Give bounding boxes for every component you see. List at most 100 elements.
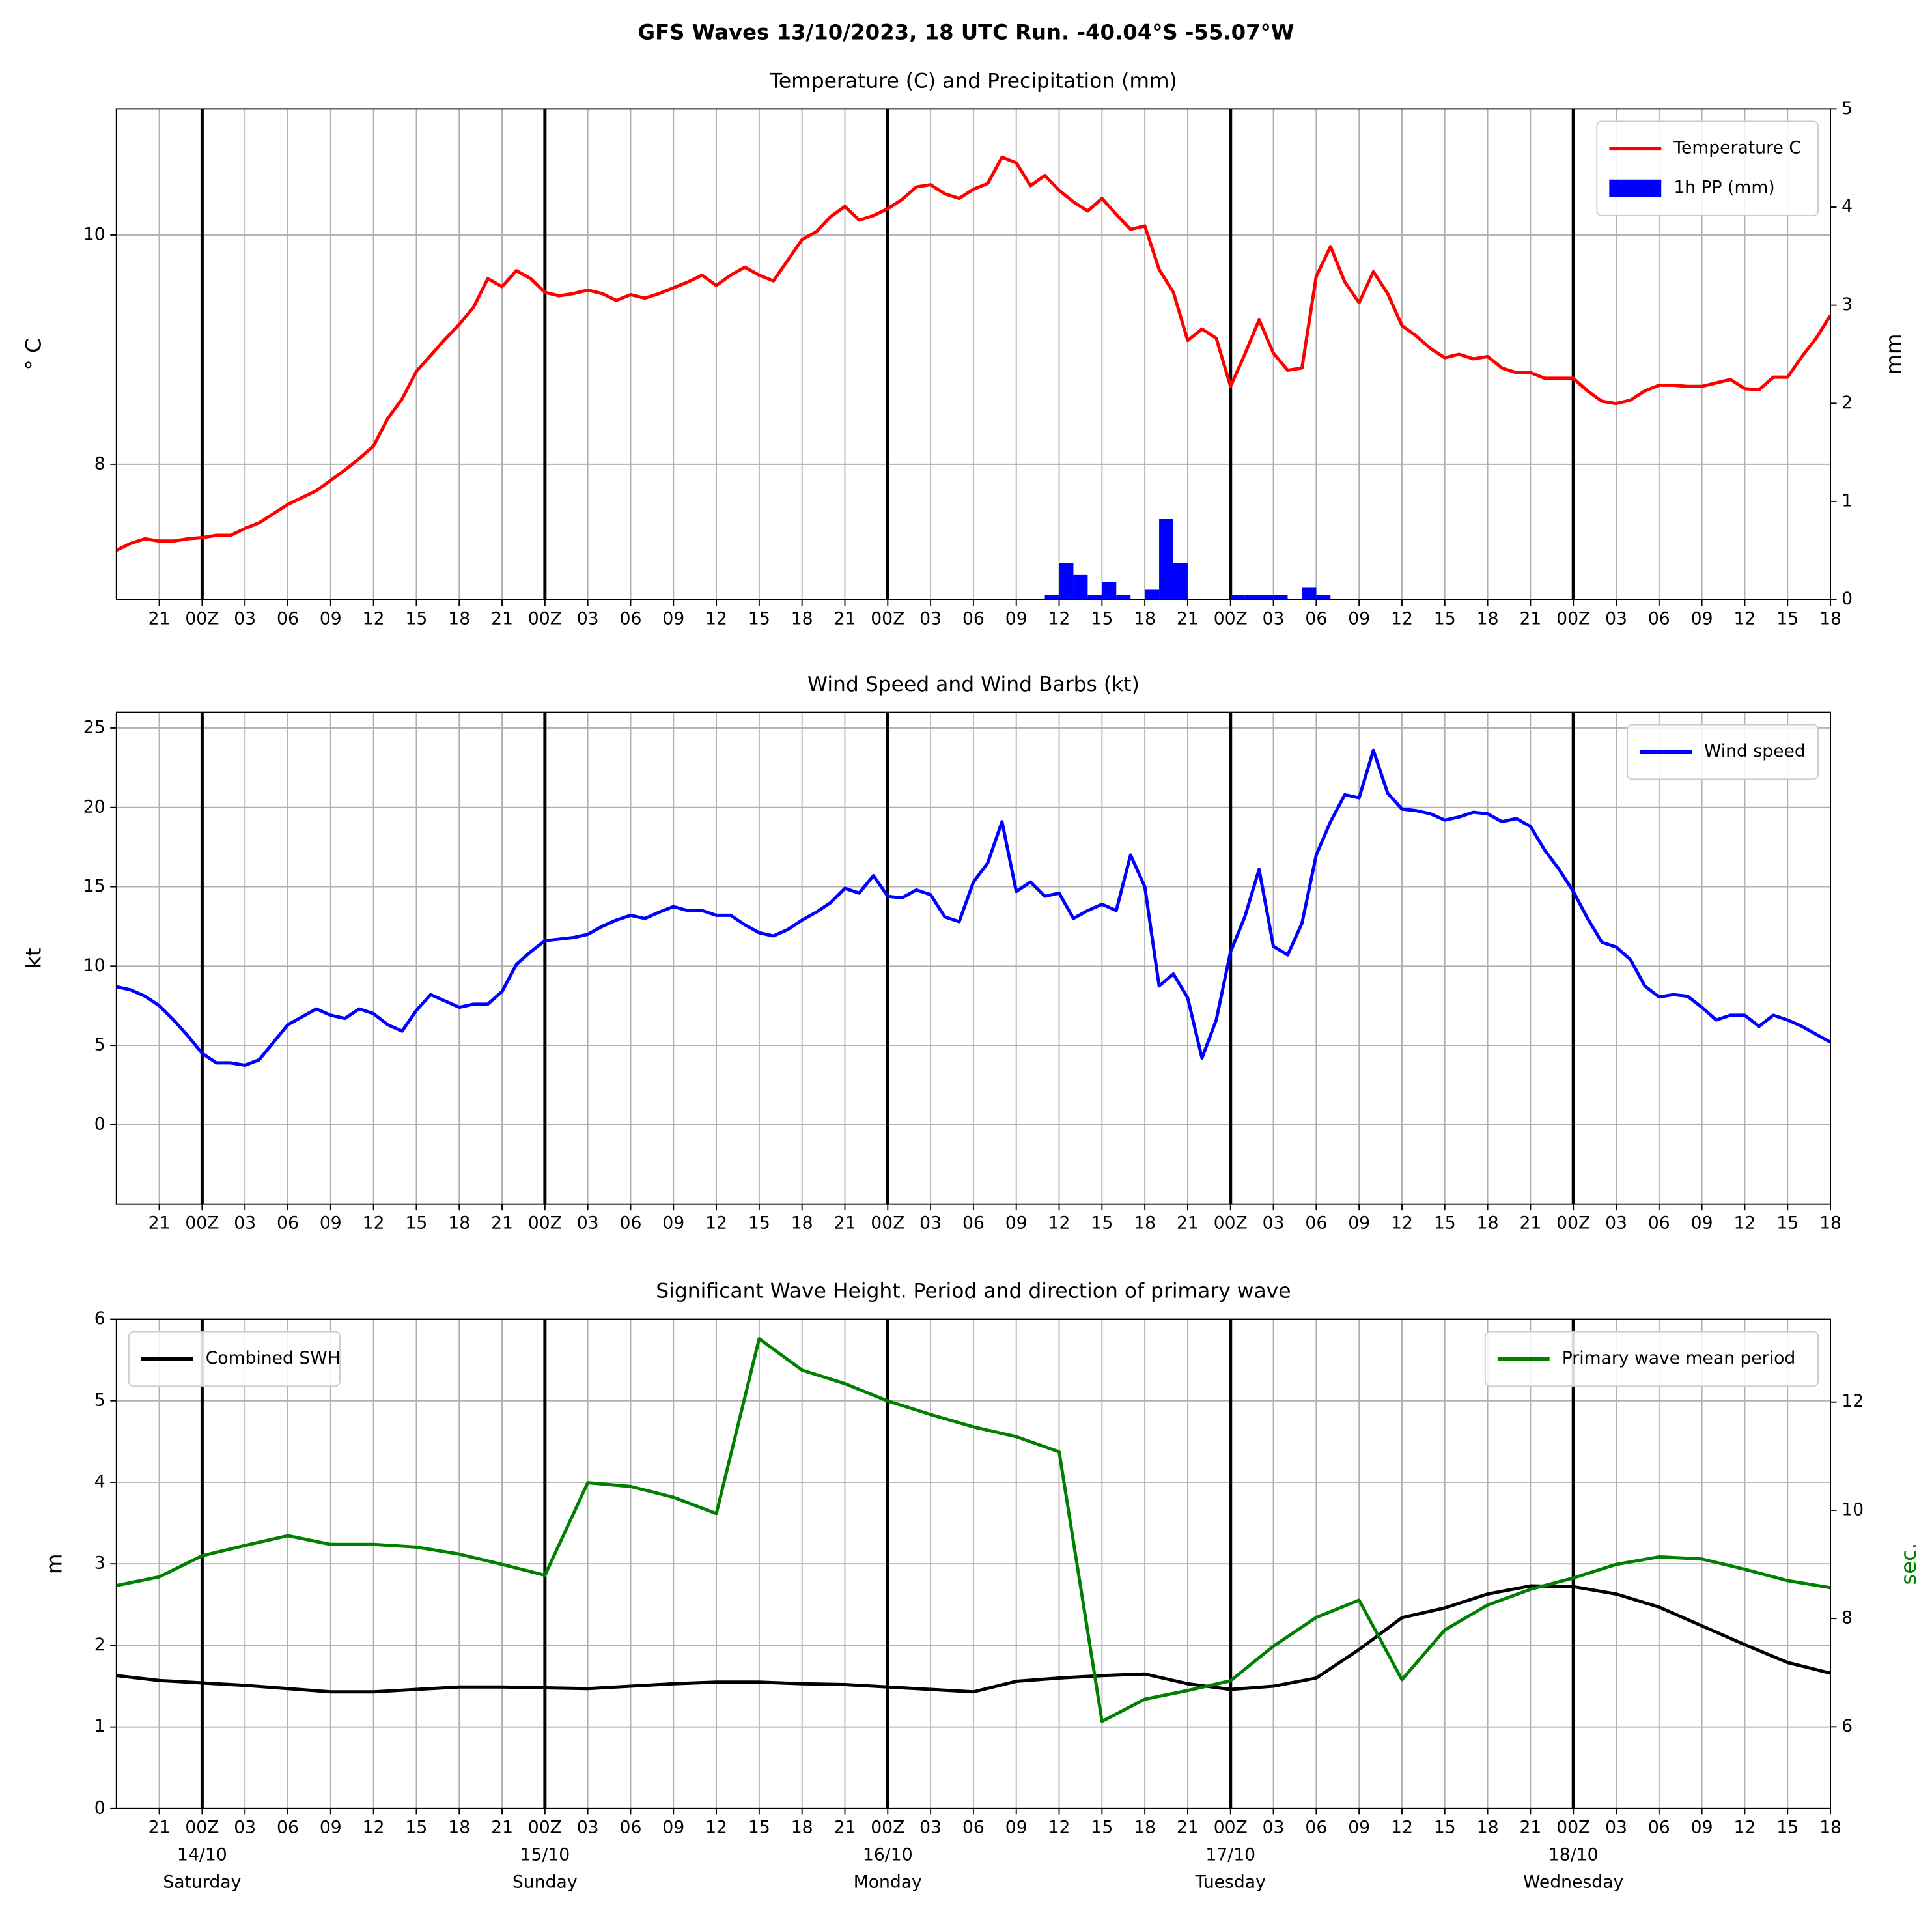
x-tick-label: 00Z <box>871 608 904 628</box>
weekday-label: Monday <box>854 1872 922 1892</box>
x-tick-label: 18 <box>1819 608 1841 628</box>
subplot-title: Significant Wave Height. Period and dire… <box>656 1280 1291 1303</box>
x-tick-label: 00Z <box>185 608 219 628</box>
precip-bar <box>1230 595 1245 600</box>
x-tick-label: 15 <box>405 1818 427 1838</box>
y2-tick-label: 10 <box>1841 1499 1864 1519</box>
y2-tick-label: 0 <box>1841 589 1853 609</box>
x-tick-label: 03 <box>234 1213 256 1234</box>
x-tick-label: 06 <box>620 1213 642 1234</box>
legend-label: 1h PP (mm) <box>1673 178 1774 198</box>
x-tick-label: 09 <box>1691 1213 1713 1234</box>
y2-tick-label: 3 <box>1841 294 1853 315</box>
x-tick-label: 21 <box>148 608 171 628</box>
legend-box <box>1596 120 1819 216</box>
x-tick-label: 06 <box>962 1818 985 1838</box>
x-tick-label: 06 <box>1305 608 1327 628</box>
date-label: 16/10 <box>863 1845 913 1865</box>
x-tick-label: 21 <box>834 1818 856 1838</box>
x-tick-label: 09 <box>662 1818 684 1838</box>
x-tick-label: 03 <box>919 1213 942 1234</box>
x-tick-label: 15 <box>1434 1213 1456 1234</box>
y-tick-label: 0 <box>94 1798 105 1818</box>
x-tick-label: 18 <box>1134 608 1156 628</box>
y-tick-label: 1 <box>94 1716 105 1736</box>
x-tick-label: 12 <box>363 608 385 628</box>
x-tick-label: 09 <box>1005 608 1028 628</box>
x-tick-label: 03 <box>1605 1213 1627 1234</box>
x-tick-label: 21 <box>1177 608 1199 628</box>
x-tick-label: 21 <box>1177 1213 1199 1234</box>
x-tick-label: 12 <box>1391 608 1413 628</box>
x-tick-label: 03 <box>577 1818 599 1838</box>
x-tick-label: 12 <box>363 1213 385 1234</box>
x-tick-label: 00Z <box>185 1213 219 1234</box>
y-axis-label: ° C <box>21 338 46 370</box>
legend-label: Combined SWH <box>206 1348 341 1368</box>
y2-axis-label: mm <box>1881 333 1906 374</box>
x-tick-label: 09 <box>1348 608 1370 628</box>
y2-tick-label: 8 <box>1841 1608 1853 1628</box>
x-tick-label: 06 <box>1305 1213 1327 1234</box>
y-tick-label: 3 <box>94 1553 105 1574</box>
x-tick-label: 00Z <box>1214 608 1248 628</box>
x-tick-label: 06 <box>1305 1818 1327 1838</box>
precip-bar <box>1087 595 1102 600</box>
x-tick-label: 21 <box>1519 1818 1541 1838</box>
x-tick-label: 00Z <box>528 1213 562 1234</box>
x-tick-label: 12 <box>1391 1213 1413 1234</box>
x-tick-label: 09 <box>1691 608 1713 628</box>
x-tick-label: 12 <box>1391 1818 1413 1838</box>
x-tick-label: 03 <box>577 608 599 628</box>
x-tick-label: 00Z <box>1556 1818 1590 1838</box>
x-tick-label: 21 <box>491 1818 513 1838</box>
y2-tick-label: 6 <box>1841 1716 1853 1736</box>
x-tick-label: 15 <box>405 1213 427 1234</box>
x-tick-label: 09 <box>1691 1818 1713 1838</box>
series-line <box>116 748 1831 1067</box>
y-tick-label: 5 <box>94 1035 105 1055</box>
precip-bar <box>1159 519 1174 600</box>
x-tick-label: 00Z <box>1556 608 1590 628</box>
x-tick-label: 18 <box>1134 1818 1156 1838</box>
y-axis-label: m <box>42 1553 67 1574</box>
x-tick-label: 18 <box>1819 1818 1841 1838</box>
x-tick-label: 06 <box>1648 608 1670 628</box>
precip-bar <box>1059 563 1074 600</box>
plot-frame <box>115 108 1831 600</box>
x-tick-label: 21 <box>1177 1818 1199 1838</box>
precip-bar <box>1244 595 1259 600</box>
plot-frame <box>115 1318 1831 1809</box>
x-tick-label: 15 <box>1091 608 1113 628</box>
series-line <box>116 155 1831 552</box>
precip-bar <box>1073 574 1088 600</box>
y2-tick-label: 5 <box>1841 98 1853 119</box>
y-tick-label: 0 <box>94 1114 105 1134</box>
x-tick-label: 18 <box>448 1213 470 1234</box>
x-tick-label: 21 <box>148 1213 171 1234</box>
series-line <box>116 1337 1831 1723</box>
x-tick-label: 03 <box>919 608 942 628</box>
x-tick-label: 21 <box>1519 608 1541 628</box>
x-tick-label: 18 <box>1134 1213 1156 1234</box>
precip-bar <box>1173 563 1188 600</box>
y-tick-label: 10 <box>83 955 105 976</box>
x-tick-label: 15 <box>748 1818 770 1838</box>
x-tick-label: 12 <box>1733 1818 1756 1838</box>
legend-box <box>128 1331 341 1387</box>
x-tick-label: 12 <box>705 1213 727 1234</box>
date-label: 15/10 <box>520 1845 570 1865</box>
precip-bar <box>1259 595 1274 600</box>
x-tick-label: 06 <box>277 1818 299 1838</box>
plot-frame <box>115 711 1831 1205</box>
weekday-label: Sunday <box>512 1872 578 1892</box>
x-tick-label: 21 <box>834 1213 856 1234</box>
legend-label: Wind speed <box>1704 741 1806 761</box>
x-tick-label: 18 <box>791 1818 813 1838</box>
x-tick-label: 12 <box>1048 608 1071 628</box>
x-tick-label: 12 <box>1048 1818 1071 1838</box>
y2-tick-label: 4 <box>1841 197 1853 217</box>
y2-tick-label: 2 <box>1841 393 1853 413</box>
x-tick-label: 03 <box>1263 1818 1285 1838</box>
